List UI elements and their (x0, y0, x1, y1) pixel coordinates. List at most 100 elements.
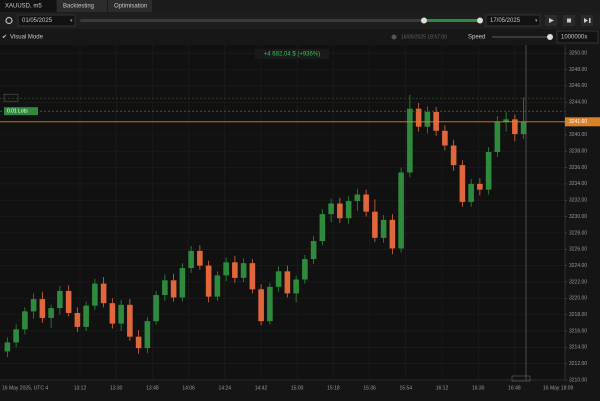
candle-body (65, 290, 72, 313)
candle-body (48, 308, 54, 318)
candle-body (57, 290, 63, 309)
candle-body (477, 183, 483, 190)
candle-body (74, 313, 81, 327)
x-tick-label: 15:18 (327, 385, 340, 391)
candle-body (310, 241, 317, 260)
price-tag (565, 117, 600, 127)
candle-body (100, 283, 107, 304)
profit-box (255, 49, 329, 59)
y-tick-label: 3210.00 (569, 377, 587, 383)
candle-body (170, 280, 177, 298)
candle-body (345, 201, 352, 219)
range-handle[interactable] (421, 17, 427, 24)
y-tick-label: 3222.00 (569, 279, 587, 285)
tab-label[interactable]: Backtesting (63, 4, 94, 10)
candle-body (92, 283, 98, 306)
x-tick-label: 14:24 (219, 385, 232, 391)
dropdown-arrow[interactable]: ▾ (535, 18, 538, 24)
x-tick-label: 15:54 (400, 385, 413, 391)
y-tick-label: 3214.00 (569, 345, 587, 351)
x-tick-label: 16:12 (436, 385, 449, 391)
candle-body (433, 112, 439, 131)
candle-body (153, 295, 159, 322)
speed-handle[interactable] (547, 34, 553, 40)
y-tick-label: 3226.00 (569, 247, 587, 253)
candle-body (30, 299, 37, 312)
x-tick-label: 16:30 (472, 385, 485, 391)
visual-mode-label[interactable]: Visual Mode (10, 35, 44, 41)
candle-body (442, 130, 448, 146)
current-time: 16/05/2025 18:57:00 (401, 34, 447, 40)
candle-body (22, 311, 28, 330)
x-tick-label: 16:48 (508, 385, 521, 391)
target-tag (3, 93, 19, 102)
y-tick-label: 3224.00 (569, 263, 587, 269)
y-tick-label: 3220.00 (569, 296, 587, 302)
step-icon (584, 18, 591, 23)
candle-body (363, 194, 369, 212)
x-tick-label: 13:48 (146, 385, 159, 391)
dropdown-arrow[interactable]: ▾ (70, 18, 73, 24)
candle-body (13, 329, 19, 343)
y-tick-label: 3218.00 (569, 312, 587, 318)
checkbox[interactable]: ✔ (2, 35, 7, 41)
position-tag[interactable] (4, 107, 38, 116)
candle-body (144, 321, 151, 349)
settings-icon[interactable] (5, 16, 13, 25)
x-tick-label: 14:42 (255, 385, 268, 391)
candle-body (503, 119, 509, 122)
x-tick-label: 15:36 (363, 385, 376, 391)
candle-body (337, 203, 343, 219)
candle-body (450, 145, 457, 166)
tab-label[interactable]: Optimisation (114, 4, 147, 10)
plot-area (0, 45, 565, 381)
price-label: 3241.60 (569, 119, 587, 125)
candle-body (328, 203, 334, 215)
x-tick-label: 14:06 (182, 385, 195, 391)
candle-body (468, 183, 474, 202)
start-date-input[interactable] (17, 14, 76, 27)
candle-body (258, 289, 264, 322)
time-marker-tag (511, 375, 531, 382)
candle-body (424, 112, 431, 127)
y-tick-label: 3240.00 (569, 132, 587, 138)
candle-body (520, 121, 527, 135)
candle-body (179, 268, 186, 298)
candle-body (188, 250, 194, 269)
candle-body (407, 108, 413, 173)
candle-body (319, 214, 326, 242)
candle-body (372, 211, 378, 238)
range-handle[interactable] (477, 17, 483, 24)
speed-value[interactable]: 1000000x (561, 35, 587, 41)
end-date[interactable]: 17/05/2025 (490, 18, 521, 24)
candle-body (135, 336, 142, 349)
candle-body (354, 194, 361, 202)
price-axis (565, 45, 600, 381)
tab-label[interactable]: XAUUSD, m5 (5, 4, 42, 10)
start-date[interactable]: 01/05/2025 (22, 18, 53, 24)
candle-body (162, 280, 168, 296)
tab[interactable] (0, 0, 56, 12)
candle-body (118, 304, 124, 324)
candle-body (302, 259, 308, 280)
speed-input[interactable] (556, 30, 599, 44)
tab[interactable] (57, 0, 107, 12)
candle-body (380, 219, 387, 238)
candle-body (275, 271, 282, 287)
tab[interactable] (108, 0, 152, 12)
range-progress (424, 19, 480, 22)
speed-track[interactable] (492, 36, 550, 38)
candle-body (197, 250, 203, 266)
y-tick-label: 3216.00 (569, 328, 587, 334)
candle-body (494, 121, 501, 153)
range-track[interactable] (80, 19, 480, 22)
y-tick-label: 3236.00 (569, 165, 587, 171)
end-date-input[interactable] (485, 14, 541, 27)
candle-body (293, 279, 299, 294)
candle-body (389, 219, 396, 249)
stop-icon (567, 18, 571, 23)
speed-label: Speed (468, 35, 485, 41)
candle-body (4, 342, 11, 352)
y-tick-label: 3244.00 (569, 100, 587, 106)
